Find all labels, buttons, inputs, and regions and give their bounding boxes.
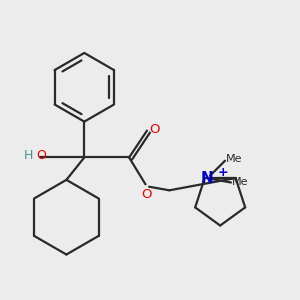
Text: O: O: [36, 149, 46, 163]
Text: +: +: [217, 166, 228, 179]
Text: O: O: [149, 123, 160, 136]
Text: H: H: [24, 149, 34, 163]
Text: Me: Me: [226, 154, 242, 164]
Text: Me: Me: [232, 178, 248, 188]
Text: O: O: [141, 188, 152, 201]
Text: N: N: [201, 170, 214, 185]
